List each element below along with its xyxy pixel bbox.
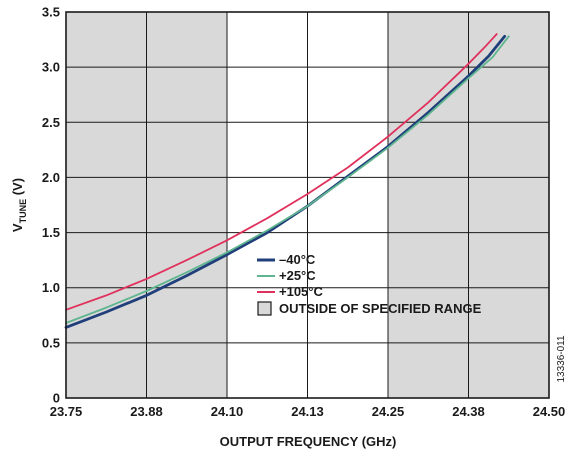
figure-id: 13336-011 (556, 335, 567, 383)
legend-label-1: –40°C (279, 252, 316, 267)
plot-frame (65, 11, 550, 399)
x-tick-labels: 23.75 23.88 24.10 24.13 24.25 24.38 24.50 (50, 404, 566, 419)
y-axis-title: VTUNE (V) (10, 178, 28, 232)
legend-label-3: +105°C (279, 284, 323, 299)
y-tick-label: 3.5 (42, 5, 60, 20)
x-tick-label: 23.75 (50, 404, 83, 419)
legend-label-outside-range: OUTSIDE OF SPECIFIED RANGE (279, 301, 482, 316)
x-tick-label: 24.13 (291, 404, 324, 419)
y-axis-title-main: V (10, 223, 25, 232)
series-lines (64, 33, 510, 329)
x-tick-label: 24.50 (533, 404, 566, 419)
x-tick-label: 24.38 (452, 404, 485, 419)
y-tick-label: 2.5 (42, 115, 60, 130)
legend-swatch-outside-range (257, 301, 272, 316)
x-tick-label: 24.10 (211, 404, 244, 419)
x-axis-title: OUTPUT FREQUENCY (GHz) (220, 434, 397, 449)
y-tick-label: 1.5 (42, 225, 60, 240)
y-tick-label: 0.5 (42, 335, 60, 350)
y-tick-labels: 0 0.5 1.0 1.5 2.0 2.5 3.0 3.5 (42, 5, 60, 406)
y-axis-title-subscript: TUNE (18, 199, 28, 224)
x-tick-label: 24.25 (372, 404, 405, 419)
y-tick-label: 1.0 (42, 280, 60, 295)
series-line-2 (65, 35, 510, 324)
y-tick-label: 3.0 (42, 60, 60, 75)
series-line-3 (65, 33, 498, 311)
y-axis-title-unit: (V) (10, 178, 25, 199)
y-tick-label: 0 (53, 391, 60, 406)
legend: –40°C+25°C+105°C OUTSIDE OF SPECIFIED RAN… (257, 252, 482, 316)
y-tick-label: 2.0 (42, 170, 60, 185)
x-tick-label: 23.88 (130, 404, 163, 419)
legend-label-2: +25°C (279, 268, 316, 283)
